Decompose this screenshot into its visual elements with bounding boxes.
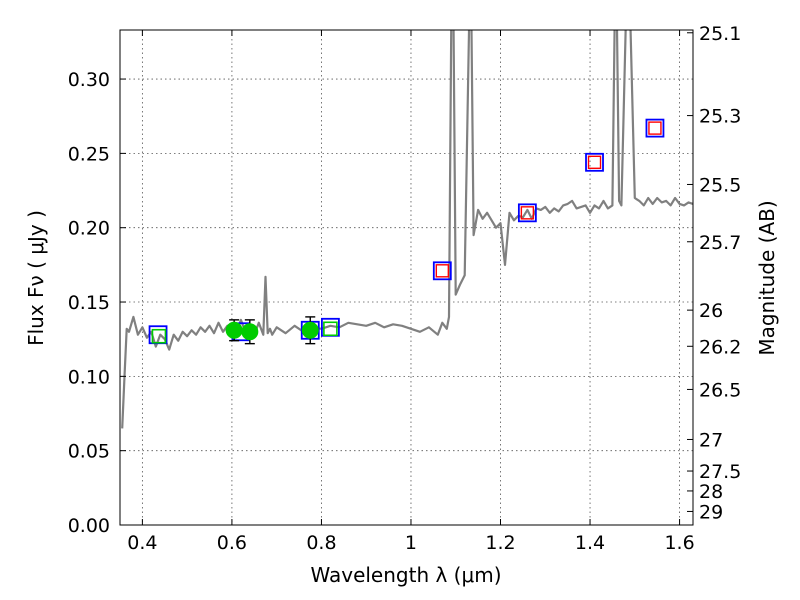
model-photometry-square bbox=[645, 118, 665, 138]
y-tick-label: 0.15 bbox=[68, 292, 110, 314]
right-tick-label: 26.5 bbox=[699, 379, 741, 401]
right-axis-title: Magnitude (AB) bbox=[755, 200, 779, 355]
spectrum-layer bbox=[121, 30, 693, 429]
detection-point bbox=[225, 321, 243, 339]
y-tick-label: 0.05 bbox=[68, 441, 110, 463]
right-tick-label: 28 bbox=[699, 481, 723, 503]
y-tick-label: 0.10 bbox=[68, 366, 110, 388]
marker-layer bbox=[148, 118, 665, 345]
x-tick-label: 1.6 bbox=[664, 532, 694, 554]
right-tick-label: 25.7 bbox=[699, 232, 741, 254]
grid-layer bbox=[120, 30, 693, 526]
tick-layer: 0.4 0.6 0.8 1 1.2 1.4 1.6 0.00 0.05 0.10 0.15 0.20 0… bbox=[68, 23, 742, 554]
y-tick-label: 0.00 bbox=[68, 515, 110, 537]
detection-point bbox=[241, 323, 259, 341]
x-tick-label: 1.4 bbox=[575, 532, 605, 554]
frame-layer bbox=[119, 29, 694, 526]
y-tick-label: 0.25 bbox=[68, 143, 110, 165]
observed-nir-square bbox=[435, 264, 450, 278]
right-tick-label: 25.5 bbox=[699, 174, 741, 196]
right-tick-label: 27 bbox=[699, 429, 723, 451]
observed-nir-square bbox=[648, 121, 662, 135]
right-tick-label: 27.5 bbox=[699, 461, 741, 483]
detection-point bbox=[301, 321, 319, 339]
spectrum-line bbox=[121, 30, 693, 429]
observed-optical-square bbox=[323, 321, 338, 337]
y-tick-label: 0.30 bbox=[68, 69, 110, 91]
observed-nir-square bbox=[587, 155, 602, 169]
observed-nir-square bbox=[520, 206, 535, 220]
model-photometry-square bbox=[585, 152, 604, 172]
right-tick-label: 26.2 bbox=[699, 336, 741, 358]
plot-frame bbox=[119, 29, 694, 526]
model-photometry-square bbox=[517, 203, 537, 223]
y-axis-title: Flux Fν ( μJy ) bbox=[24, 210, 48, 346]
right-tick-label: 29 bbox=[699, 501, 723, 523]
right-tick-label: 25.3 bbox=[699, 106, 741, 128]
right-tick-label: 26 bbox=[699, 300, 723, 322]
model-photometry-square bbox=[432, 261, 452, 281]
x-tick-label: 0.8 bbox=[306, 532, 336, 554]
observed-optical-square bbox=[151, 328, 167, 344]
y-tick-label: 0.20 bbox=[68, 218, 110, 240]
right-tick-label: 25.1 bbox=[699, 23, 741, 45]
x-tick-label: 0.4 bbox=[127, 532, 157, 554]
x-tick-label: 1.2 bbox=[485, 532, 515, 554]
x-tick-label: 0.6 bbox=[217, 532, 247, 554]
x-tick-label: 1 bbox=[405, 532, 417, 554]
x-axis-title: Wavelength λ (μm) bbox=[310, 563, 501, 587]
